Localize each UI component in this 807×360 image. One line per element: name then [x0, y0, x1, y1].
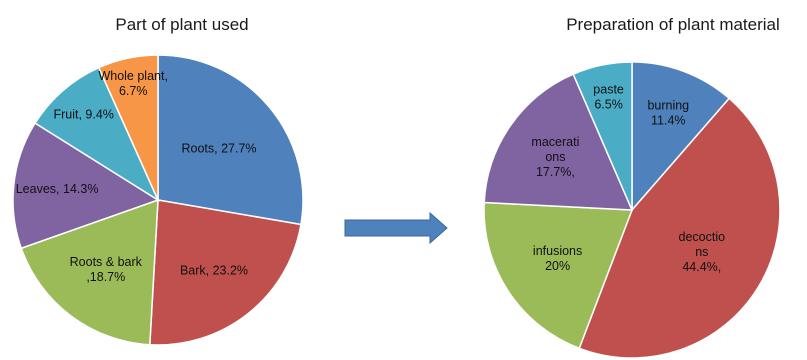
slice-label-line: 44.4%,: [682, 260, 721, 274]
slice-label-line: Whole plant,: [98, 69, 167, 83]
slice-label-line: 20%: [545, 259, 570, 273]
slice-label-line: 17.7%,: [536, 165, 575, 179]
slice-label-line: 6.7%: [119, 84, 148, 98]
slice-label-whole-plant: Whole plant, 6.7%: [98, 69, 167, 98]
pie-chart-preparation: burning 11.4% decoctio ns 44.4%, infusions 20%…: [483, 61, 781, 359]
right-arrow-icon: [344, 211, 448, 245]
slice-label-line: ons: [545, 150, 565, 164]
slice-label-line: infusions: [533, 244, 582, 258]
pie-chart-plant-part: Roots, 27.7% Bark, 23.2% Roots & bark ,18.7…: [12, 54, 304, 346]
slice-label-line: ,18.7%: [86, 270, 125, 284]
slice-label-line: Leaves, 14.3%: [16, 182, 99, 196]
slice-label-line: 11.4%: [651, 114, 686, 128]
slice-label-paste: paste 6.5%: [593, 83, 624, 112]
slice-label-bark: Bark, 23.2%: [180, 263, 248, 277]
slice-label-leaves: Leaves, 14.3%: [16, 182, 99, 196]
pie-slice-bark: [149, 199, 302, 346]
slice-label-line: ns: [695, 245, 708, 259]
pie-slice-paste: [572, 61, 633, 211]
pie-slice-leaves: [12, 122, 160, 250]
slice-label-line: paste: [593, 83, 624, 97]
pie-slice-whole-plant: [97, 54, 159, 201]
slice-label-burning: burning 11.4%: [647, 99, 689, 128]
slice-label-fruit: Fruit, 9.4%: [53, 108, 113, 122]
slice-label-macerations: macerati ons 17.7%,: [531, 135, 579, 179]
slice-label-line: Bark, 23.2%: [180, 263, 248, 277]
slice-label-line: Roots, 27.7%: [181, 142, 256, 156]
pie-slice-infusions: [483, 201, 634, 350]
slice-label-infusions: infusions 20%: [533, 244, 582, 273]
slice-label-line: burning: [647, 99, 689, 113]
pie-slice-burning: [631, 61, 731, 213]
slice-label-roots-bark: Roots & bark ,18.7%: [70, 255, 143, 284]
slice-label-line: 6.5%: [594, 98, 623, 112]
pie-slice-macerations: [483, 73, 634, 211]
chart-title-plant-part: Part of plant used: [115, 15, 248, 34]
slice-label-line: Fruit, 9.4%: [53, 108, 113, 122]
slice-label-line: Roots & bark: [70, 255, 143, 269]
chart-title-preparation: Preparation of plant material: [566, 15, 780, 34]
pie-slice-fruit: [34, 66, 160, 202]
pie-slice-roots-bark: [20, 198, 159, 346]
slice-label-decoctions: decoctio ns 44.4%,: [679, 230, 726, 274]
slice-label-roots: Roots, 27.7%: [181, 142, 256, 156]
slice-label-line: decoctio: [679, 230, 726, 244]
slice-label-line: macerati: [531, 135, 579, 149]
pie-slice-decoctions: [578, 97, 781, 359]
pie-slice-roots: [157, 54, 304, 226]
